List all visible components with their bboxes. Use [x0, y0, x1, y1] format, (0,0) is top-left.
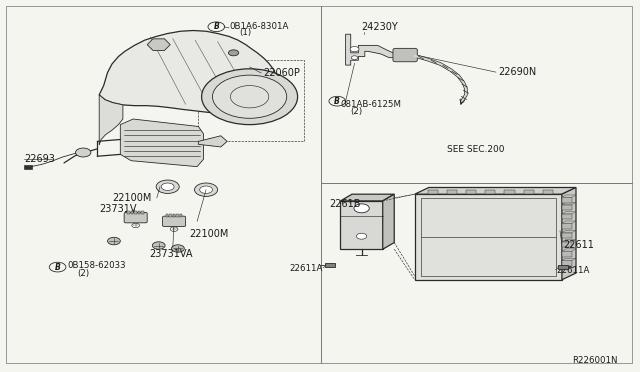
Text: R226001N: R226001N [572, 356, 618, 365]
Polygon shape [99, 95, 123, 145]
Polygon shape [562, 221, 576, 223]
Text: 0B158-62033: 0B158-62033 [67, 262, 126, 270]
Circle shape [172, 245, 184, 252]
Polygon shape [562, 202, 576, 205]
Polygon shape [198, 136, 227, 147]
Text: B: B [334, 97, 340, 106]
Polygon shape [562, 212, 576, 214]
Circle shape [161, 183, 174, 190]
Circle shape [152, 242, 165, 249]
Text: (1): (1) [239, 28, 252, 37]
Text: SEE SEC.200: SEE SEC.200 [447, 145, 504, 154]
Bar [543, 190, 553, 194]
Circle shape [195, 183, 218, 196]
Bar [562, 205, 572, 210]
Text: B: B [213, 22, 220, 31]
Polygon shape [383, 194, 394, 249]
Bar [180, 214, 182, 217]
Bar [24, 165, 32, 169]
Polygon shape [346, 34, 396, 65]
Bar [325, 263, 335, 267]
Circle shape [156, 180, 179, 193]
Polygon shape [99, 31, 278, 113]
Text: 23731VA: 23731VA [149, 250, 193, 259]
FancyBboxPatch shape [163, 216, 186, 227]
FancyBboxPatch shape [393, 48, 417, 62]
Bar [524, 190, 534, 194]
Text: 0B1A6-8301A: 0B1A6-8301A [229, 22, 289, 31]
Circle shape [228, 50, 239, 56]
Circle shape [76, 148, 91, 157]
Text: 24230Y: 24230Y [361, 22, 397, 32]
Circle shape [354, 204, 369, 213]
Bar [447, 190, 457, 194]
Polygon shape [340, 201, 383, 249]
Polygon shape [562, 249, 576, 251]
Circle shape [170, 227, 178, 231]
Bar [562, 232, 572, 238]
Bar [415, 194, 562, 280]
Bar [131, 211, 134, 214]
Circle shape [202, 69, 298, 125]
Text: B: B [54, 263, 61, 272]
Bar [562, 251, 572, 257]
Polygon shape [562, 240, 576, 242]
Bar [562, 242, 572, 247]
Circle shape [200, 186, 212, 193]
Circle shape [154, 42, 164, 48]
Bar [173, 214, 175, 217]
Circle shape [401, 53, 409, 57]
Circle shape [206, 138, 219, 146]
Polygon shape [415, 187, 576, 194]
Text: 2261B: 2261B [329, 199, 360, 209]
Circle shape [132, 223, 140, 228]
Polygon shape [562, 230, 576, 232]
Bar [466, 190, 476, 194]
FancyBboxPatch shape [124, 212, 147, 223]
Circle shape [351, 56, 358, 60]
Bar [562, 214, 572, 219]
Polygon shape [120, 119, 204, 167]
Bar [169, 214, 172, 217]
Polygon shape [562, 187, 576, 280]
Bar [127, 211, 130, 214]
Bar [562, 223, 572, 229]
Polygon shape [562, 258, 576, 260]
Circle shape [350, 46, 359, 52]
Bar [485, 190, 495, 194]
Bar [134, 211, 137, 214]
Text: 22060P: 22060P [264, 68, 301, 78]
Polygon shape [147, 39, 170, 51]
Bar [428, 190, 438, 194]
Text: (2): (2) [77, 269, 89, 278]
Bar [166, 214, 168, 217]
Circle shape [108, 237, 120, 245]
Bar [562, 197, 572, 203]
Bar [558, 265, 568, 269]
Text: 22100M: 22100M [189, 230, 228, 239]
Circle shape [212, 75, 287, 118]
Bar [138, 211, 141, 214]
Text: 22611: 22611 [563, 240, 594, 250]
Text: (2): (2) [351, 107, 363, 116]
Polygon shape [340, 194, 394, 201]
Text: 22611A: 22611A [290, 264, 323, 273]
Bar [141, 211, 144, 214]
Text: 22693: 22693 [24, 154, 55, 164]
Text: 081AB-6125M: 081AB-6125M [340, 100, 401, 109]
Polygon shape [562, 195, 576, 197]
Bar [504, 190, 515, 194]
Bar [421, 198, 556, 276]
Bar [177, 214, 179, 217]
Text: 22100M: 22100M [112, 193, 152, 203]
Circle shape [356, 233, 367, 239]
Bar [562, 260, 572, 266]
Text: 23731V: 23731V [99, 205, 137, 214]
Text: 22611A: 22611A [557, 266, 590, 275]
Text: 22690N: 22690N [498, 67, 536, 77]
